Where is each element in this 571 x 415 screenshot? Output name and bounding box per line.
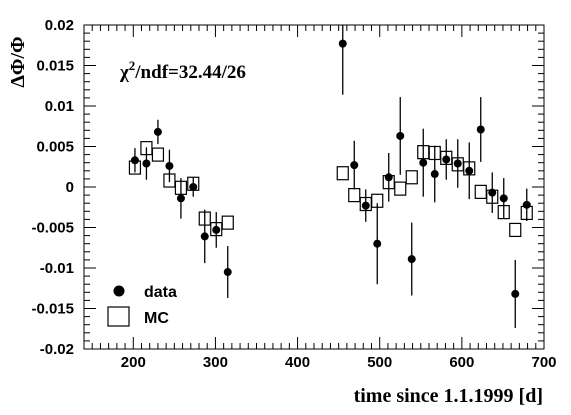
data-point [130,156,139,165]
data-point [153,127,162,136]
mc-point [394,181,407,196]
y-tick-label: 0 [66,179,74,196]
x-axis-title: time since 1.1.1999 [d] [354,385,543,407]
data-point [476,125,485,134]
y-tick-label: -0.01 [40,260,74,277]
data-point [350,161,359,170]
data-series [130,25,531,328]
x-tick-label: 200 [121,354,146,371]
axes-layer: -0.02 -0.015 -0.01 -0.005 0 0.005 0.01 0.015 0.0… [31,17,556,371]
data-point [361,201,370,210]
mc-point [474,184,487,199]
chi2-suffix: /ndf=32.44/26 [134,62,246,83]
mc-point [221,215,234,230]
y-tick-label: 0.01 [45,98,74,115]
y-tick-label: -0.02 [40,341,74,358]
data-point [430,170,439,179]
data-point [488,188,497,197]
data-point [189,183,198,191]
data-point [465,166,474,175]
data-point [442,155,451,164]
y-tick-label: -0.005 [31,220,74,237]
data-point [407,255,416,264]
data-point [223,268,232,277]
chi2-annotation: χ2/ndf=32.44/26 [119,58,246,83]
x-tick-label: 600 [449,354,474,371]
x-tick-label: 500 [367,354,392,371]
x-tick-label: 300 [203,354,228,371]
mc-point [348,188,361,203]
data-point [396,131,405,140]
legend-mc-marker [107,306,130,327]
data-point [384,173,393,182]
mc-point [509,222,522,238]
legend-mc-label: MC [144,310,169,327]
data-point [419,158,428,167]
y-tick-label: -0.015 [31,301,74,318]
mc-point [151,147,165,162]
chi2-prefix: χ [119,62,129,83]
data-point [338,39,347,48]
legend-data-label: data [144,284,177,301]
data-point [499,194,508,203]
y-tick-label: 0.005 [36,139,74,156]
mc-point [405,170,418,185]
x-tick-label: 700 [531,354,556,371]
legend: data MC [107,284,177,327]
x-tick-label: 400 [285,354,310,371]
data-point [522,200,531,209]
data-point [453,159,462,168]
data-point [165,161,174,170]
data-point [176,194,185,203]
data-point [200,232,209,241]
mc-point [336,166,349,181]
data-point [511,289,520,298]
data-point [212,225,221,234]
legend-data-marker [113,285,125,297]
data-point [373,239,382,248]
data-point [142,159,151,168]
y-tick-label: 0.015 [36,58,74,75]
y-axis-title: ΔΦ/Φ [7,36,29,87]
chi2-sup: 2 [129,58,136,73]
y-tick-label: 0.02 [45,17,74,34]
